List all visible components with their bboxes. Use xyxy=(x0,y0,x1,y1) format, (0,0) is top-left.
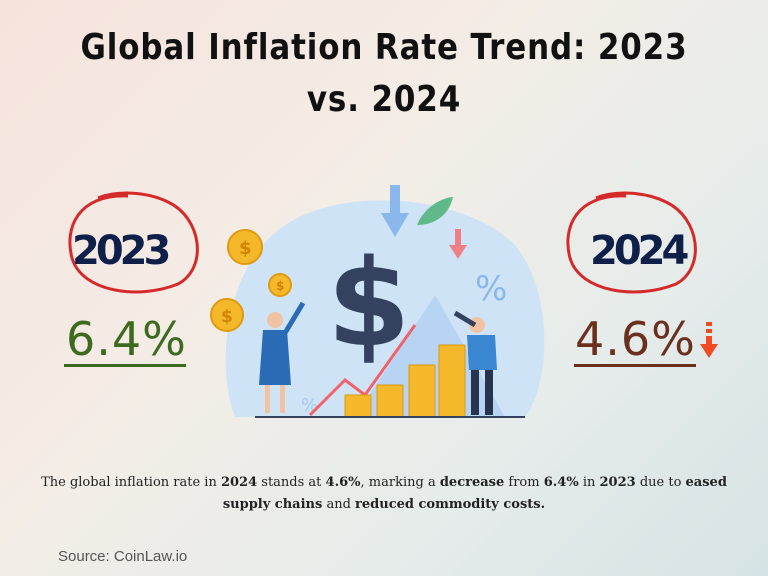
desc-bold: 2024 xyxy=(220,475,258,490)
arrow-down-blue-icon xyxy=(381,185,409,237)
coin-stacks xyxy=(344,344,466,418)
inflation-value-2024: 4.6% xyxy=(575,312,696,366)
year-2024: 2024 xyxy=(590,228,689,274)
coin-dollar-marks: $ $ $ xyxy=(221,238,284,327)
man-with-telescope-figure xyxy=(453,310,497,415)
underline-2023 xyxy=(64,364,186,367)
desc-text: in xyxy=(578,475,600,490)
page-title: Global Inflation Rate Trend: 2023 vs. 20… xyxy=(80,27,688,120)
inflation-value-2023: 6.4% xyxy=(66,312,187,366)
desc-bold: eased supply chains xyxy=(222,475,727,512)
desc-text: due to xyxy=(635,475,686,490)
desc-text: and xyxy=(322,497,356,512)
desc-text: stands at xyxy=(257,475,326,490)
percent-small-icon: % xyxy=(301,395,318,416)
leaf-icon xyxy=(417,197,453,225)
underline-2024 xyxy=(574,364,696,367)
year-2023: 2023 xyxy=(72,228,171,274)
coin-icon xyxy=(210,229,292,332)
desc-bold: decrease xyxy=(439,475,505,490)
desc-bold: reduced commodity costs. xyxy=(355,497,546,512)
woman-figure xyxy=(259,301,306,413)
desc-bold: 4.6% xyxy=(325,475,361,490)
description-text: The global inflation rate in 2024 stands… xyxy=(34,472,734,516)
desc-text: The global inflation rate in xyxy=(41,475,221,490)
desc-bold: 2023 xyxy=(599,475,636,490)
source-credit: Source: CoinLaw.io xyxy=(58,548,188,565)
svg-text:$: $ xyxy=(276,279,284,293)
desc-bold: 6.4% xyxy=(543,475,579,490)
dollar-sign-icon: $ xyxy=(327,235,411,374)
desc-text: from xyxy=(504,475,544,490)
hand-drawn-circle-2023 xyxy=(68,191,199,294)
svg-text:$: $ xyxy=(239,238,252,259)
percent-icon: % xyxy=(475,269,507,309)
arrow-down-icon xyxy=(700,322,718,358)
desc-text: , marking a xyxy=(360,475,440,490)
trend-line xyxy=(308,324,417,417)
arrow-down-red-icon xyxy=(449,229,467,259)
svg-text:$: $ xyxy=(221,307,233,327)
hand-drawn-circle-2024 xyxy=(566,191,697,294)
inflation-illustration: % % $ $ $ $ xyxy=(210,185,545,418)
